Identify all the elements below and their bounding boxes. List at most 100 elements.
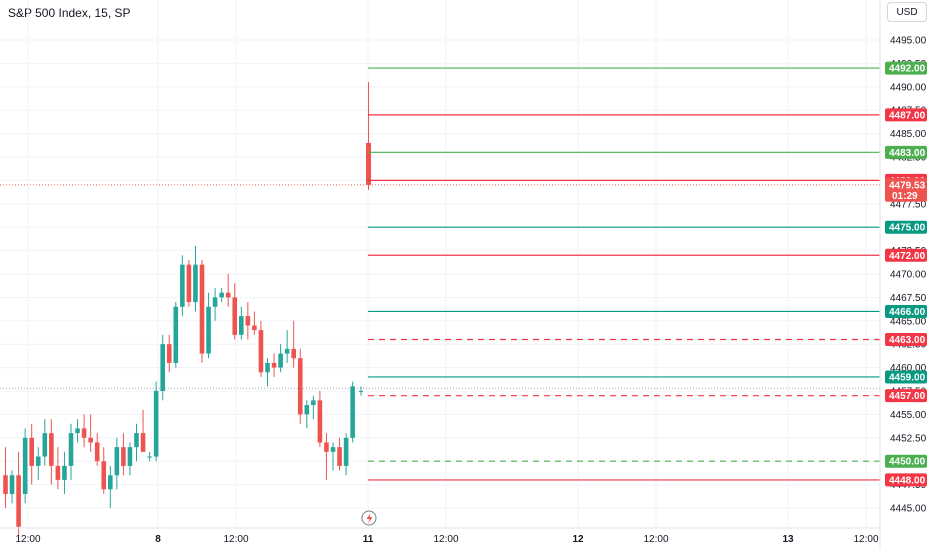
countdown-label: 01:29 — [892, 191, 918, 202]
time-tick-label: 11 — [363, 534, 374, 545]
candle-body — [343, 437, 349, 466]
tag-label: 4463.00 — [889, 335, 926, 346]
candle — [186, 259, 192, 307]
candle-body — [232, 297, 238, 335]
candle — [311, 395, 316, 420]
candle-body — [359, 391, 363, 392]
level-price-tag: 4475.00 — [885, 220, 927, 234]
time-tick-label: 12:00 — [15, 534, 40, 545]
last-price-label: 4479.53 — [889, 180, 926, 191]
price-levels[interactable] — [368, 67, 880, 481]
tag-label: 4492.00 — [889, 64, 926, 75]
candle — [225, 274, 231, 307]
level-price-tag: 4463.00 — [885, 333, 927, 347]
time-tick-label: 13 — [782, 534, 794, 545]
candle-body — [94, 442, 100, 462]
time-tick-label: 12:00 — [433, 534, 458, 545]
candle — [75, 419, 80, 443]
candle-body — [101, 461, 107, 490]
candle — [160, 334, 165, 401]
candle — [173, 302, 179, 368]
tag-background — [885, 473, 927, 487]
candle-body — [49, 433, 54, 466]
candle — [265, 358, 270, 387]
price-tick-label: 4445.00 — [890, 504, 927, 515]
candle — [337, 437, 342, 471]
candle-body — [265, 362, 270, 373]
candle — [121, 433, 126, 476]
candle-body — [291, 348, 296, 359]
candle-body — [29, 437, 34, 466]
price-tick-label: 4470.00 — [890, 270, 927, 281]
currency-button[interactable]: USD — [887, 2, 927, 22]
candle — [9, 470, 15, 504]
candle-body — [88, 437, 93, 443]
price-tick-label: 4452.50 — [890, 433, 927, 444]
candle — [16, 451, 21, 537]
level-price-tag: 4492.00 — [885, 61, 927, 75]
candle-body — [22, 437, 28, 494]
candle — [252, 311, 257, 335]
candle-body — [16, 475, 21, 527]
candle-body — [140, 433, 146, 452]
candle — [62, 451, 67, 494]
candle-body — [35, 456, 41, 466]
time-axis[interactable]: 12:00 8 12:00 11 12:00 12 12:00 13 12:00 — [15, 534, 878, 545]
tag-background — [885, 145, 927, 159]
time-tick-label: 12:00 — [853, 534, 878, 545]
candle — [94, 433, 100, 466]
price-tick-label: 4465.00 — [890, 316, 927, 327]
candle — [147, 451, 152, 462]
candle-body — [62, 465, 67, 480]
candle-partial — [359, 386, 363, 396]
candle-body — [108, 475, 113, 490]
candle-current — [366, 82, 371, 190]
candle-body — [153, 391, 159, 457]
candle — [180, 255, 185, 317]
candle — [114, 437, 120, 490]
candle-body — [160, 344, 165, 391]
candle — [55, 447, 61, 490]
candle — [304, 400, 310, 429]
candle-body — [199, 264, 205, 354]
candle — [140, 409, 146, 452]
tag-label: 4483.00 — [889, 148, 926, 159]
price-tick-label: 4467.50 — [890, 293, 927, 304]
candle-body — [258, 330, 264, 373]
candle-body — [134, 433, 139, 448]
candle — [291, 320, 296, 368]
candle — [3, 447, 8, 508]
candle — [108, 465, 113, 508]
time-tick-label: 12:00 — [643, 534, 668, 545]
candle-body — [186, 264, 192, 303]
tag-background — [885, 108, 927, 122]
lightning-icon[interactable] — [361, 510, 377, 526]
price-tick-label: 4490.00 — [890, 82, 927, 93]
candle-body — [297, 358, 303, 415]
candle-body — [81, 428, 87, 438]
chart-title: S&P 500 Index, 15, SP — [8, 6, 131, 20]
candle-body — [42, 433, 48, 457]
tag-background — [885, 177, 927, 202]
candle — [297, 348, 303, 424]
candle-body — [330, 447, 336, 452]
candle — [199, 259, 205, 363]
price-tick-label: 4455.00 — [890, 410, 927, 421]
price-tick-label: 4495.00 — [890, 36, 927, 47]
candle — [42, 419, 48, 466]
candle — [101, 447, 107, 494]
price-tick-label: 4485.00 — [890, 129, 927, 140]
tag-label: 4450.00 — [889, 457, 926, 468]
candles — [3, 82, 371, 537]
tag-label: 4457.00 — [889, 391, 926, 402]
price-axis[interactable]: 4445.004447.504450.004452.504455.004457.… — [885, 36, 927, 515]
time-tick-label: 12:00 — [223, 534, 248, 545]
candle — [81, 414, 87, 448]
tag-label: 4466.00 — [889, 307, 926, 318]
candle-body — [114, 447, 120, 476]
candle — [330, 442, 336, 471]
candle-body — [219, 292, 224, 298]
candle — [127, 442, 133, 476]
